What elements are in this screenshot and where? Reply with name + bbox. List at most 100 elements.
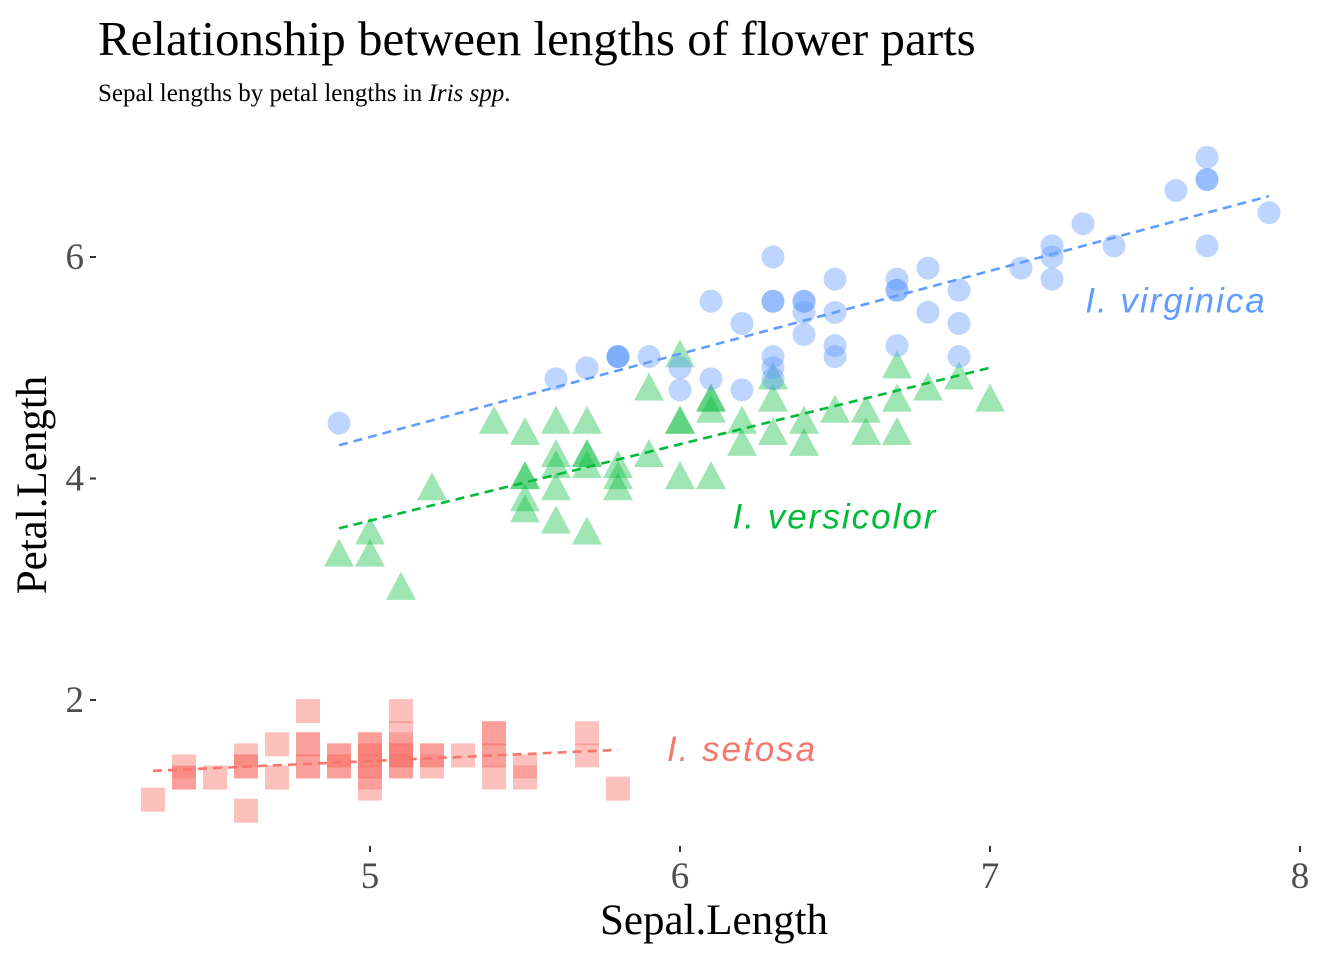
data-point	[541, 450, 571, 479]
data-point	[789, 405, 819, 434]
data-point	[389, 699, 413, 724]
data-point	[851, 416, 881, 445]
data-point	[327, 754, 351, 779]
data-point	[882, 416, 912, 445]
data-point	[358, 765, 382, 790]
data-point	[389, 732, 413, 757]
data-point	[823, 334, 847, 358]
data-point	[389, 721, 413, 746]
data-point	[1257, 201, 1281, 225]
data-point	[296, 754, 320, 779]
data-point	[1195, 167, 1219, 191]
data-point	[823, 267, 847, 291]
y-tick-label: 4	[66, 459, 85, 500]
data-point	[510, 461, 540, 490]
data-point	[696, 394, 726, 423]
data-point	[389, 743, 413, 768]
data-point	[575, 743, 599, 768]
data-point	[1040, 245, 1064, 269]
data-point	[234, 743, 258, 768]
trend-line-i-setosa	[152, 748, 619, 773]
data-point	[606, 345, 630, 369]
data-point	[420, 743, 444, 768]
data-point	[916, 256, 940, 280]
data-point	[758, 416, 788, 445]
data-point	[603, 450, 633, 479]
data-point	[761, 356, 785, 380]
data-point	[1195, 167, 1219, 191]
data-point	[1040, 267, 1064, 291]
data-point	[1009, 256, 1033, 280]
data-point	[820, 394, 850, 423]
data-point	[510, 483, 540, 512]
data-point	[634, 372, 664, 401]
y-tick-label: 6	[66, 237, 85, 278]
data-point	[758, 361, 788, 390]
data-point	[572, 516, 602, 545]
data-point	[417, 472, 447, 501]
data-point	[668, 356, 692, 380]
x-tick-label: 5	[361, 856, 380, 897]
chart-subtitle-italic: Iris spp	[428, 80, 505, 107]
data-point	[696, 461, 726, 490]
data-point	[358, 732, 382, 757]
species-label: I. virginica	[1085, 281, 1267, 320]
data-point	[823, 345, 847, 369]
chart-title: Relationship between lengths of flower p…	[98, 11, 976, 66]
data-point	[758, 383, 788, 412]
data-point	[885, 267, 909, 291]
data-point	[606, 776, 630, 801]
data-point	[572, 405, 602, 434]
axes: 5 6 7 8 2 4 6	[66, 237, 1310, 897]
trend-line-i-virginica	[338, 194, 1270, 447]
data-point	[575, 721, 599, 746]
data-point	[885, 334, 909, 358]
data-point	[572, 450, 602, 479]
data-point	[792, 289, 816, 313]
data-point	[358, 754, 382, 779]
data-point	[637, 345, 661, 369]
data-point	[296, 732, 320, 757]
data-point	[730, 378, 754, 402]
data-point	[327, 754, 351, 779]
data-point	[265, 732, 289, 757]
data-point	[975, 383, 1005, 412]
data-point	[541, 505, 571, 534]
data-point	[386, 571, 416, 600]
data-point	[358, 776, 382, 801]
species-label: I. versicolor	[733, 497, 938, 536]
x-tick-label: 7	[981, 856, 1000, 897]
data-point	[603, 472, 633, 501]
data-point	[761, 289, 785, 313]
data-point	[324, 538, 354, 567]
data-point	[665, 405, 695, 434]
data-point	[479, 405, 509, 434]
data-point	[606, 345, 630, 369]
data-point	[851, 394, 881, 423]
data-point	[575, 356, 599, 380]
data-point	[1195, 145, 1219, 169]
data-point	[482, 765, 506, 790]
data-point	[355, 538, 385, 567]
series-i-virginica	[327, 145, 1281, 447]
series-i-versicolor	[324, 339, 1005, 600]
data-point	[916, 300, 940, 324]
data-point	[699, 289, 723, 313]
series-i-setosa	[141, 699, 630, 823]
x-axis-title: Sepal.Length	[600, 897, 828, 944]
data-point	[882, 383, 912, 412]
data-point	[1071, 212, 1095, 236]
data-point	[761, 289, 785, 313]
data-point	[947, 345, 971, 369]
data-point	[358, 754, 382, 779]
data-point	[327, 411, 351, 435]
data-point	[913, 372, 943, 401]
data-point	[696, 383, 726, 412]
data-point	[513, 765, 537, 790]
data-point	[885, 278, 909, 302]
chart-subtitle: Sepal lengths by petal lengths in Iris s…	[98, 80, 510, 107]
data-point	[761, 345, 785, 369]
data-point	[668, 378, 692, 402]
data-point	[513, 754, 537, 779]
y-axis-title: Petal.Length	[9, 376, 56, 595]
